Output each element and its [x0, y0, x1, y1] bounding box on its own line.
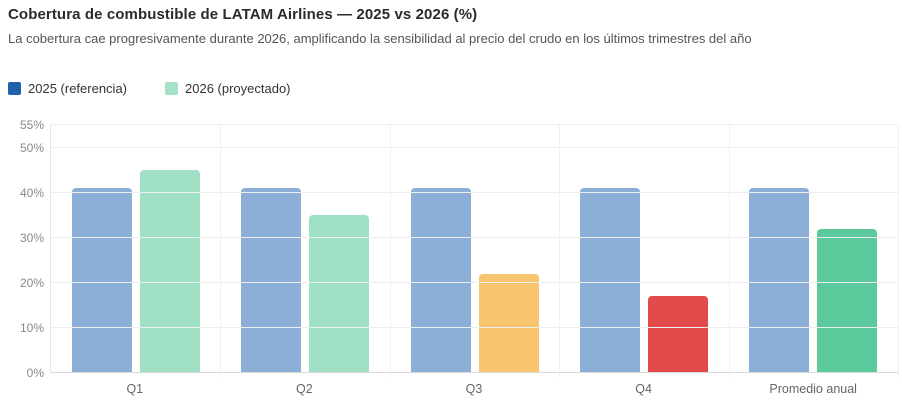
category-separator-3 [559, 125, 561, 378]
x-axis-labels: Q1 Q2 Q3 Q4 Promedio anual [50, 379, 898, 396]
plot-area [50, 124, 899, 378]
bar-2025-q3[interactable] [410, 188, 471, 373]
x-axis-label-q4: Q4 [635, 382, 652, 396]
y-tick-label-20: 20% [19, 275, 44, 290]
category-separator-1 [220, 125, 222, 378]
bar-2026-q4[interactable] [647, 296, 708, 373]
gridline-40 [51, 191, 898, 193]
gridline-50 [51, 146, 898, 148]
x-axis-label-q1: Q1 [126, 382, 144, 396]
category-group-q3 [390, 125, 559, 373]
bar-groups [51, 125, 898, 373]
legend: 2025 (referencia) 2026 (proyectado) [8, 81, 291, 96]
bar-2026-q2[interactable] [309, 215, 370, 373]
category-group-promedio-anual [729, 125, 898, 373]
category-group-q2 [220, 125, 389, 373]
legend-label-2026: 2026 (proyectado) [185, 81, 291, 96]
gridline-10 [51, 326, 898, 328]
legend-item-2025[interactable]: 2025 (referencia) [8, 81, 127, 96]
x-axis-label-q2: Q2 [296, 382, 313, 396]
bar-2025-q1[interactable] [71, 188, 132, 373]
legend-swatch-2025-icon [8, 82, 21, 95]
bar-2026-q3[interactable] [478, 273, 539, 373]
bar-2026-promedio-anual[interactable] [817, 228, 878, 373]
bar-2025-q4[interactable] [579, 188, 640, 373]
legend-swatch-2026-icon [165, 82, 178, 95]
y-tick-label-10: 10% [19, 320, 44, 335]
x-axis-label-promedio-anual: Promedio anual [769, 382, 857, 396]
category-separator-4 [728, 125, 730, 378]
chart-header: Cobertura de combustible de LATAM Airlin… [8, 6, 894, 46]
legend-label-2025: 2025 (referencia) [28, 81, 127, 96]
y-tick-label-50: 50% [19, 140, 44, 155]
y-tick-label-40: 40% [19, 185, 44, 200]
chart-subtitle: La cobertura cae progresivamente durante… [8, 31, 752, 46]
y-tick-label-0: 0% [26, 366, 44, 380]
category-group-q4 [559, 125, 728, 373]
category-separator-5 [898, 125, 899, 378]
y-tick-label-30: 30% [19, 230, 44, 245]
gridline-0 [51, 372, 898, 373]
y-axis-labels: 0% 10% 20% 30% 40% 50% 55% [0, 118, 44, 380]
bar-2025-promedio-anual[interactable] [749, 188, 810, 373]
category-separator-2 [389, 125, 391, 378]
bar-2025-q2[interactable] [241, 188, 302, 373]
category-group-q1 [51, 125, 220, 373]
chart-title: Cobertura de combustible de LATAM Airlin… [8, 6, 478, 23]
gridline-20 [51, 281, 898, 283]
gridline-30 [51, 236, 898, 238]
x-axis-label-q3: Q3 [465, 382, 483, 396]
gridline-55 [51, 124, 898, 125]
legend-item-2026[interactable]: 2026 (proyectado) [165, 81, 291, 96]
bar-2026-q1[interactable] [139, 170, 200, 373]
y-tick-label-55: 55% [19, 118, 44, 132]
